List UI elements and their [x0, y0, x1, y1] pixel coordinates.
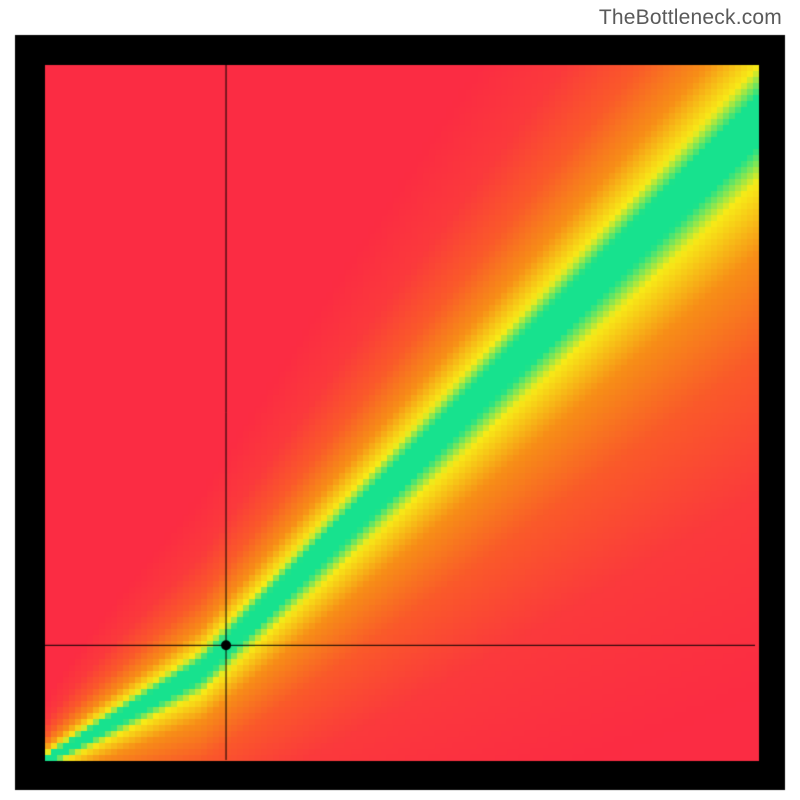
watermark-text: TheBottleneck.com — [599, 6, 782, 30]
heatmap-canvas — [0, 0, 800, 800]
chart-container: TheBottleneck.com — [0, 0, 800, 800]
